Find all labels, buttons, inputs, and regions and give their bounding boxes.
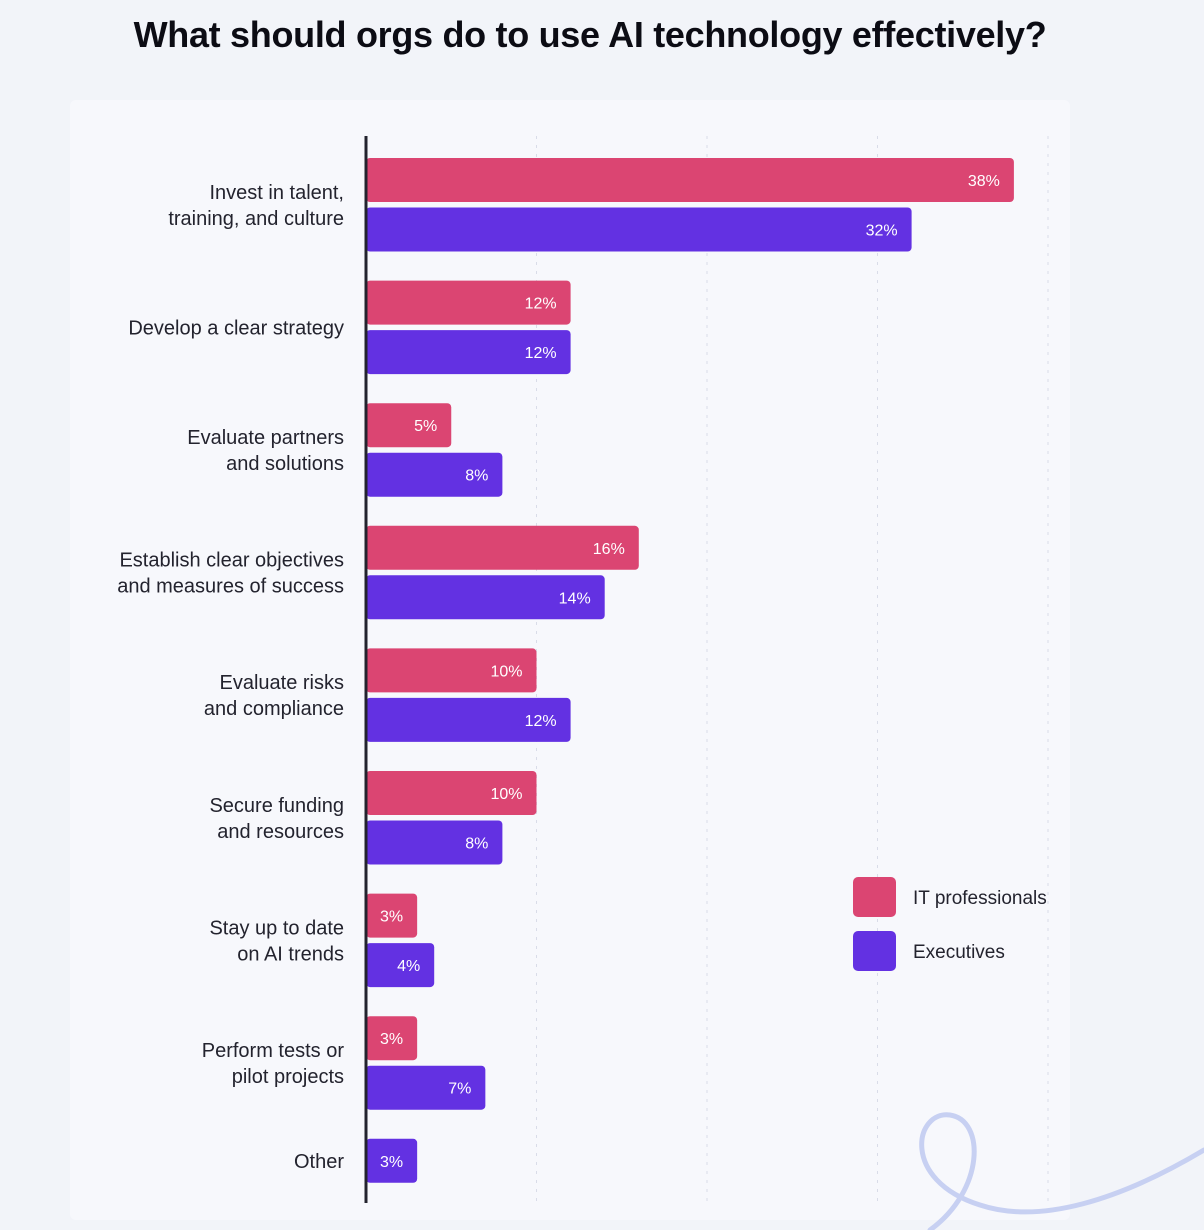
bar-value-label: 5% [414, 418, 437, 435]
bar-executives [366, 1138, 418, 1183]
bar-value-label: 8% [465, 468, 488, 485]
bar-executives [366, 1065, 486, 1110]
chart-title: What should orgs do to use AI technology… [133, 14, 1047, 55]
category-label: Develop a clear strategy [128, 317, 344, 339]
category-label: Other [294, 1151, 344, 1173]
bar-executives [366, 943, 435, 988]
bar-it-professionals [366, 648, 537, 693]
bar-value-label: 38% [968, 173, 1000, 190]
plot-background [70, 100, 1070, 1220]
bar-it-professionals [366, 280, 571, 325]
bar-executives [366, 820, 503, 865]
category-label: Establish clear objectives and measures o… [117, 550, 344, 598]
legend-swatch [853, 877, 896, 917]
bar-value-label: 12% [525, 713, 557, 730]
bar-value-label: 14% [559, 590, 591, 607]
bar-executives [366, 330, 571, 375]
bar-value-label: 4% [397, 958, 420, 975]
bar-it-professionals [366, 1016, 418, 1061]
bar-value-label: 16% [593, 541, 625, 558]
bar-it-professionals [366, 158, 1014, 202]
bar-it-professionals [366, 525, 639, 570]
bar-executives [366, 697, 571, 742]
category-label: Evaluate risks and compliance [204, 672, 344, 720]
bar-value-label: 10% [490, 786, 522, 803]
category-label: Perform tests or pilot projects [202, 1040, 345, 1088]
bar-value-label: 7% [448, 1081, 471, 1098]
bar-value-label: 3% [380, 909, 403, 926]
bar-value-label: 32% [866, 223, 898, 240]
bar-value-label: 8% [465, 836, 488, 853]
decorative-loop [919, 1112, 1204, 1230]
category-label: Invest in talent, training, and culture [168, 182, 344, 230]
bar-value-label: 3% [380, 1154, 403, 1171]
bar-executives [366, 207, 912, 252]
bar-it-professionals [366, 893, 418, 938]
legend-swatch [853, 931, 896, 971]
bar-executives [366, 575, 605, 620]
bar-it-professionals [366, 403, 452, 448]
bar-value-label: 3% [380, 1031, 403, 1048]
legend-label: IT professionals [913, 888, 1047, 909]
legend-label: Executives [913, 942, 1005, 963]
bar-value-label: 10% [490, 663, 522, 680]
category-label: Secure funding and resources [209, 795, 344, 843]
category-label: Stay up to date on AI trends [209, 917, 344, 965]
bar-value-label: 12% [525, 345, 557, 362]
bar-value-label: 12% [525, 296, 557, 313]
bar-executives [366, 452, 503, 497]
bar-it-professionals [366, 771, 537, 815]
category-label: Evaluate partners and solutions [187, 427, 344, 475]
